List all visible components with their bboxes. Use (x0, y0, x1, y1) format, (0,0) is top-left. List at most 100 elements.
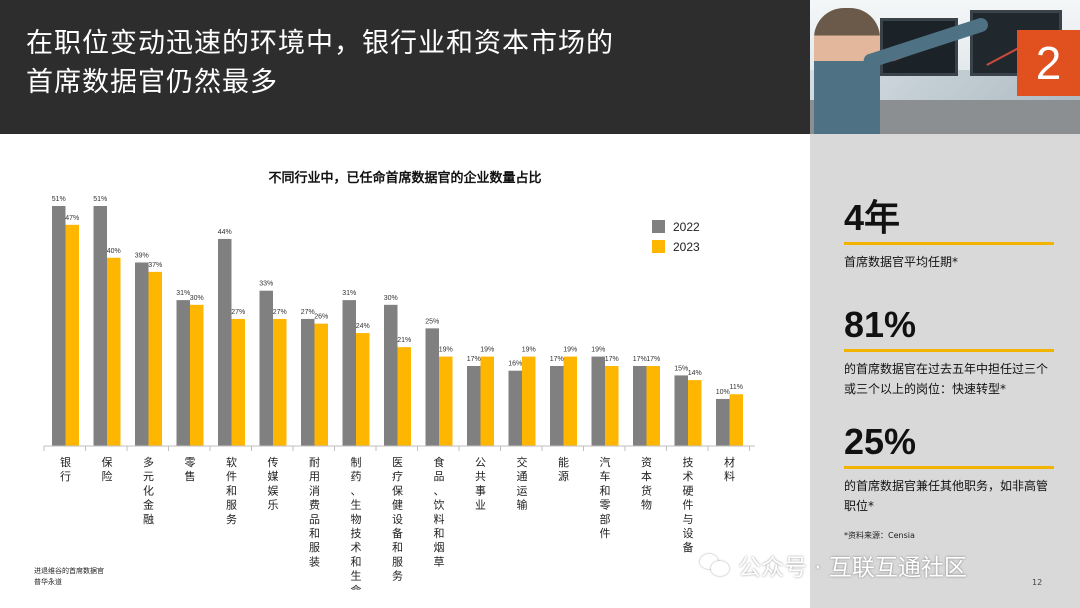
category-label: 生 (351, 498, 362, 512)
data-label: 47% (65, 215, 79, 222)
data-label: 19% (439, 347, 453, 354)
data-label: 21% (397, 337, 411, 344)
category-label: 务 (392, 570, 403, 583)
bar-2023 (480, 356, 494, 446)
category-label: 部 (600, 512, 611, 526)
category-label: 货 (641, 483, 652, 497)
data-label: 19% (522, 347, 536, 354)
category-label: 险 (102, 469, 113, 483)
stat-description: 首席数据官平均任期* (844, 255, 959, 269)
stat-value: 4年 (844, 197, 901, 238)
category-label: 技 (683, 456, 694, 469)
category-label: 装 (309, 555, 320, 568)
category-label: 术 (683, 470, 694, 483)
category-label: 售 (185, 469, 196, 483)
category-label: 疗 (392, 469, 403, 483)
category-label: 服 (309, 541, 320, 554)
stat-divider (844, 466, 1054, 469)
bar-2023 (273, 318, 287, 446)
bar-2022 (52, 206, 66, 446)
footnote: 进退维谷的首席数据官 普华永道 (34, 566, 104, 588)
category-label: 设 (392, 513, 403, 526)
category-label: 服 (226, 499, 237, 512)
category-label: 公 (475, 456, 486, 469)
bar-2022 (259, 290, 273, 446)
category-label: 件 (683, 499, 694, 512)
legend-label: 2022 (673, 220, 700, 234)
category-label: 车 (600, 469, 611, 483)
stat-description: 的首席数据官在过去五年中担任过三个或三个以上的岗位：快速转型* (844, 362, 1049, 396)
category-label: 汽 (600, 455, 611, 469)
stat-divider (844, 349, 1054, 352)
bar-2023 (729, 394, 743, 446)
data-label: 17% (467, 356, 481, 363)
footnote-line1: 进退维谷的首席数据官 (34, 567, 104, 575)
category-label: 和 (309, 527, 320, 540)
category-label: 件 (226, 470, 237, 483)
category-label: 运 (517, 484, 528, 497)
category-label: 制 (351, 456, 362, 469)
data-label: 51% (93, 196, 107, 203)
data-label: 30% (384, 295, 398, 302)
category-label: 元 (143, 470, 154, 483)
category-label: 多 (143, 455, 154, 469)
bar-2022 (467, 366, 481, 446)
data-label: 33% (259, 281, 273, 288)
category-label: 饮 (434, 499, 445, 512)
category-label: 乐 (268, 499, 279, 512)
legend-label: 2023 (673, 240, 700, 254)
category-label: 医 (392, 456, 403, 469)
data-label: 44% (218, 229, 232, 236)
category-label: 硬 (683, 484, 694, 497)
category-label: 品 (309, 513, 320, 526)
page-number: 12 (1032, 578, 1043, 587)
data-label: 27% (301, 309, 315, 316)
legend-swatch (652, 240, 665, 253)
category-label: 和 (392, 541, 403, 554)
category-label: 消 (309, 483, 320, 497)
data-label: 40% (107, 248, 121, 255)
bar-2023 (522, 356, 536, 446)
category-label: 物 (351, 512, 362, 526)
category-label: 备 (683, 540, 694, 554)
bar-2023 (314, 323, 328, 446)
data-label: 17% (550, 356, 564, 363)
stat-tenure: 4年 首席数据官平均任期* (844, 198, 1054, 272)
stat-value: 25% (844, 421, 917, 462)
data-label: 26% (314, 314, 328, 321)
category-label: 食 (434, 455, 445, 469)
category-label: 和 (226, 484, 237, 497)
category-label: 物 (641, 498, 652, 512)
category-label: 银 (60, 455, 71, 469)
category-label: 事 (475, 484, 486, 497)
stat-divider (844, 242, 1054, 245)
category-label: 零 (185, 456, 196, 469)
chart-title: 不同行业中，已任命首席数据官的企业数量占比 (268, 171, 542, 186)
bar-2022 (716, 398, 730, 446)
bar-2023 (190, 304, 204, 446)
data-label: 17% (646, 356, 660, 363)
data-label: 39% (135, 252, 149, 259)
source-note: *资料来源：Censia (844, 531, 915, 540)
data-label: 51% (52, 196, 66, 203)
category-label: 料 (434, 512, 445, 526)
category-label: 健 (392, 499, 403, 512)
wechat-icon (700, 552, 730, 578)
data-label: 37% (148, 262, 162, 269)
photo-monitor (880, 18, 958, 76)
bar-2023 (688, 380, 702, 446)
category-label: 料 (724, 469, 735, 483)
legend-swatch (652, 220, 665, 233)
category-label: 费 (309, 499, 320, 512)
data-label: 24% (356, 323, 370, 330)
bar-2022 (508, 370, 522, 446)
category-label: 材 (724, 455, 735, 469)
bar-2022 (674, 375, 688, 446)
category-label: 金 (143, 498, 154, 512)
bar-2023 (397, 347, 411, 446)
footnote-line2: 普华永道 (34, 578, 62, 586)
data-label: 30% (190, 295, 204, 302)
category-label: 品 (434, 470, 445, 483)
category-label: 、 (351, 484, 362, 497)
category-label: 软 (226, 455, 237, 469)
